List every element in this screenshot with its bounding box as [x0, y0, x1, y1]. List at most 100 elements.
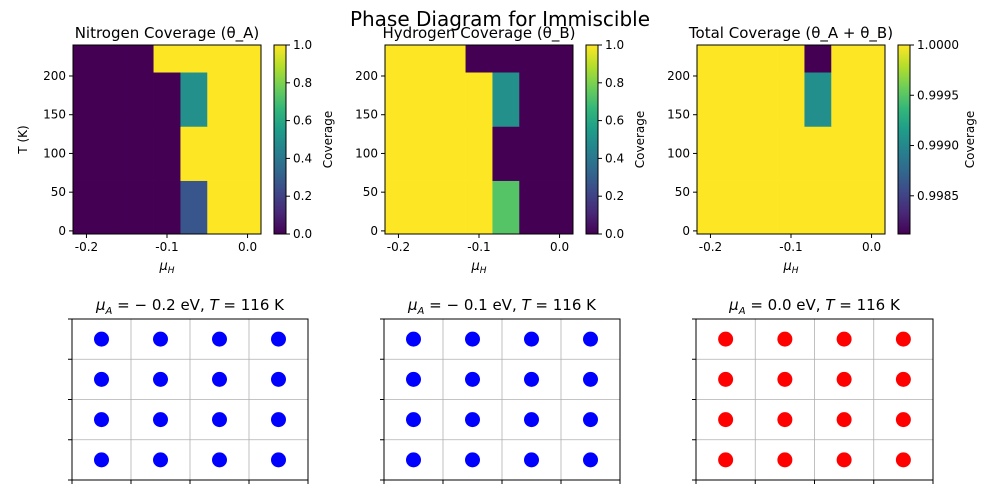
heatmap-cell: [777, 180, 805, 235]
heatmap-cell: [697, 126, 752, 181]
y-tick-label: 50: [51, 185, 66, 199]
title-mu: μ: [407, 296, 418, 314]
colorbar-label: Coverage: [963, 111, 977, 169]
heatmap-cell: [438, 72, 466, 127]
title-subscript: A: [738, 306, 746, 317]
heatmap-panel-1: Nitrogen Coverage (θ_A) -0.2 -0.1 0.0 0 50 100…: [16, 24, 335, 276]
heatmap-cell: [492, 45, 520, 73]
heatmap-title: Hydrogen Coverage (θ_B): [382, 24, 575, 43]
colorbar-tick-label: 0.9995: [917, 88, 959, 102]
heatmap-cell: [804, 45, 832, 73]
heatmap-cell: [465, 126, 493, 181]
atom-marker: [524, 452, 539, 468]
heatmap-cell: [492, 72, 520, 127]
atom-marker: [465, 412, 480, 428]
atom-marker: [836, 412, 852, 428]
heatmap-cell: [153, 180, 181, 235]
title-value: = − 0.1 eV,: [424, 296, 521, 314]
y-tick-label: 150: [667, 108, 690, 122]
lattice-title: μA = − 0.2 eV, T = 116 K: [95, 296, 285, 317]
heatmap-cell: [207, 45, 262, 73]
x-axis-label-subscript: H: [792, 266, 799, 276]
y-tick-label: 0: [682, 224, 690, 238]
heatmap-cell: [465, 180, 493, 235]
heatmap-cell: [73, 180, 128, 235]
heatmap-panel-2: Hydrogen Coverage (θ_B) -0.2 -0.1 0.0 0 50 100…: [355, 24, 647, 276]
title-t: T: [521, 296, 532, 314]
title-rest: = 116 K: [531, 296, 598, 314]
atom-marker: [836, 452, 852, 468]
heatmap-panel-3: Total Coverage (θ_A + θ_B) -0.2 -0.1 0.0 0 50…: [667, 24, 977, 276]
heatmap-cell: [777, 126, 805, 181]
heatmap-cell: [777, 72, 805, 127]
heatmap-cell: [831, 45, 886, 73]
x-tick-label: -0.2: [387, 240, 410, 254]
heatmap-cell: [519, 126, 574, 181]
heatmap-cell: [750, 180, 778, 235]
atom-marker: [271, 331, 286, 347]
atom-marker: [94, 452, 109, 468]
atom-marker: [406, 412, 421, 428]
heatmap-cell: [153, 72, 181, 127]
heatmap-cell: [750, 126, 778, 181]
colorbar-tick-label: 0.9990: [917, 139, 959, 153]
heatmap-cell: [438, 45, 466, 73]
atom-marker: [895, 412, 911, 428]
y-tick-label: 150: [43, 108, 66, 122]
colorbar-tick-label: 1.0: [605, 38, 624, 52]
heatmap-cell: [804, 72, 832, 127]
atom-marker: [583, 371, 598, 387]
heatmap-cell: [831, 180, 886, 235]
heatmap-cell: [465, 72, 493, 127]
heatmap-cell: [385, 180, 440, 235]
colorbar-tick-label: 0.8: [605, 76, 624, 90]
heatmap-cell: [519, 72, 574, 127]
colorbar-tick-label: 0.4: [605, 151, 624, 165]
heatmap-cell: [438, 180, 466, 235]
y-tick-label: 0: [370, 224, 378, 238]
atom-marker: [465, 331, 480, 347]
heatmap-title: Nitrogen Coverage (θ_A): [75, 24, 260, 43]
atom-marker: [271, 371, 286, 387]
atom-marker: [406, 452, 421, 468]
title-mu: μ: [728, 296, 739, 314]
y-tick-label: 0: [58, 224, 66, 238]
heatmap-cell: [385, 45, 440, 73]
colorbar: [273, 44, 287, 235]
heatmap-cell: [804, 180, 832, 235]
lattice-panel-2: μA = − 0.1 eV, T = 116 K: [380, 296, 621, 484]
title-rest: = 116 K: [219, 296, 286, 314]
heatmap-cell: [697, 72, 752, 127]
y-axis-label: T (K): [16, 125, 30, 154]
heatmap-cell: [697, 180, 752, 235]
x-tick-label: -0.2: [75, 240, 98, 254]
heatmap-cell: [73, 72, 128, 127]
heatmap-cell: [385, 126, 440, 181]
atom-marker: [777, 412, 793, 428]
heatmap-cell: [831, 126, 886, 181]
atom-marker: [895, 452, 911, 468]
heatmap-cell: [697, 45, 752, 73]
colorbar-tick-label: 0.6: [293, 114, 312, 128]
lattice-title: μA = − 0.1 eV, T = 116 K: [407, 296, 597, 317]
atom-marker: [212, 412, 227, 428]
colorbar-tick-label: 0.2: [293, 189, 312, 203]
atom-marker: [718, 412, 734, 428]
x-tick-label: 0.0: [550, 240, 569, 254]
colorbar-tick-label: 0.0: [605, 227, 624, 241]
x-axis-label-main: μ: [782, 259, 791, 274]
x-tick-label: -0.2: [699, 240, 722, 254]
x-axis-label: μH: [158, 259, 174, 276]
atom-marker: [777, 371, 793, 387]
heatmap-cell: [750, 45, 778, 73]
y-tick-label: 200: [667, 69, 690, 83]
heatmap-cell: [180, 45, 208, 73]
atom-marker: [836, 371, 852, 387]
atom-marker: [583, 331, 598, 347]
title-subscript: A: [105, 306, 113, 317]
title-mu: μ: [95, 296, 106, 314]
colorbar: [897, 44, 911, 235]
x-axis-label-main: μ: [470, 259, 479, 274]
y-tick-label: 100: [43, 146, 66, 160]
colorbar-tick-label: 1.0: [293, 38, 312, 52]
